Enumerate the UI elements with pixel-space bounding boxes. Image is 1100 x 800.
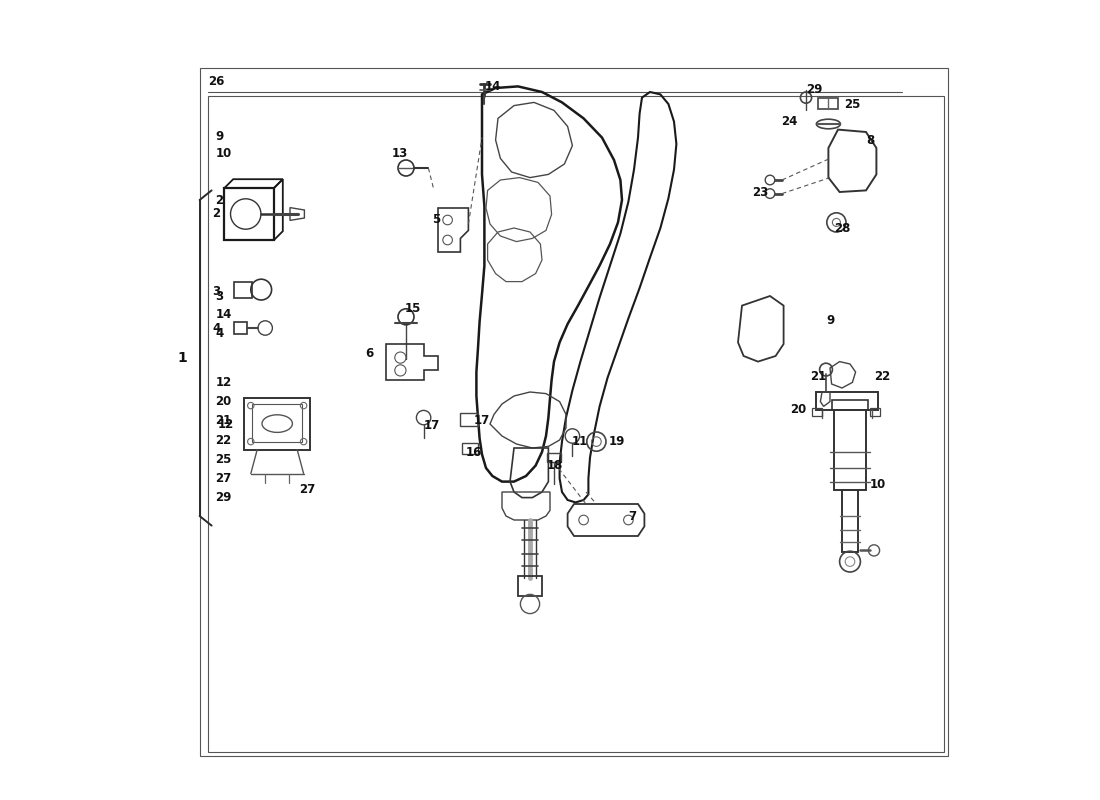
Bar [234, 282, 252, 298]
Bar [234, 322, 246, 334]
Text: 18: 18 [547, 459, 563, 472]
Text: 6: 6 [365, 347, 374, 360]
Text: 12: 12 [216, 376, 232, 389]
Text: 26: 26 [208, 75, 224, 88]
Bar [199, 68, 947, 756]
Text: 24: 24 [782, 115, 797, 128]
Bar [518, 576, 542, 596]
Bar [842, 490, 858, 552]
Text: 14: 14 [484, 80, 500, 93]
Text: 17: 17 [474, 414, 491, 426]
Text: 4: 4 [216, 327, 224, 340]
Text: 11: 11 [572, 435, 587, 448]
Circle shape [766, 189, 774, 198]
Text: 28: 28 [834, 222, 850, 234]
Text: 10: 10 [216, 147, 232, 160]
Bar [813, 408, 822, 416]
Text: 9: 9 [216, 130, 224, 142]
Text: 15: 15 [405, 302, 421, 314]
Bar [547, 453, 561, 462]
Text: 29: 29 [216, 491, 232, 504]
Text: 22: 22 [874, 370, 890, 382]
Bar [252, 404, 302, 442]
Text: 12: 12 [218, 418, 234, 430]
Bar [815, 392, 878, 410]
Text: 13: 13 [392, 147, 408, 160]
Text: 1: 1 [177, 351, 187, 366]
Bar [462, 443, 478, 454]
Text: 2: 2 [212, 207, 220, 220]
Text: 16: 16 [466, 446, 483, 458]
Text: 2: 2 [216, 194, 223, 206]
Text: 22: 22 [216, 434, 232, 446]
Text: 14: 14 [216, 308, 232, 321]
Text: 20: 20 [790, 403, 806, 416]
Text: 25: 25 [845, 98, 861, 110]
Text: 10: 10 [870, 478, 887, 490]
Circle shape [766, 175, 774, 185]
Bar [224, 188, 274, 240]
Text: 3: 3 [216, 290, 223, 302]
Text: 23: 23 [752, 186, 769, 198]
Text: 7: 7 [628, 510, 637, 522]
Text: 4: 4 [212, 322, 220, 334]
Text: 27: 27 [216, 472, 232, 485]
Bar [244, 398, 310, 450]
Text: 25: 25 [216, 453, 232, 466]
Text: 8: 8 [866, 134, 874, 146]
Bar [208, 96, 945, 752]
Text: 20: 20 [216, 395, 232, 408]
Text: 29: 29 [806, 83, 823, 96]
Text: 21: 21 [810, 370, 826, 382]
Bar [461, 413, 478, 426]
Text: 9: 9 [826, 314, 834, 326]
Text: 3: 3 [212, 285, 220, 298]
Text: 17: 17 [424, 419, 440, 432]
Text: 21: 21 [216, 414, 232, 427]
Bar [832, 400, 868, 410]
Text: 19: 19 [608, 435, 625, 448]
Bar [870, 408, 880, 416]
Bar [818, 98, 838, 109]
Text: 27: 27 [299, 483, 316, 496]
Bar [834, 410, 866, 490]
Text: 5: 5 [432, 213, 441, 226]
